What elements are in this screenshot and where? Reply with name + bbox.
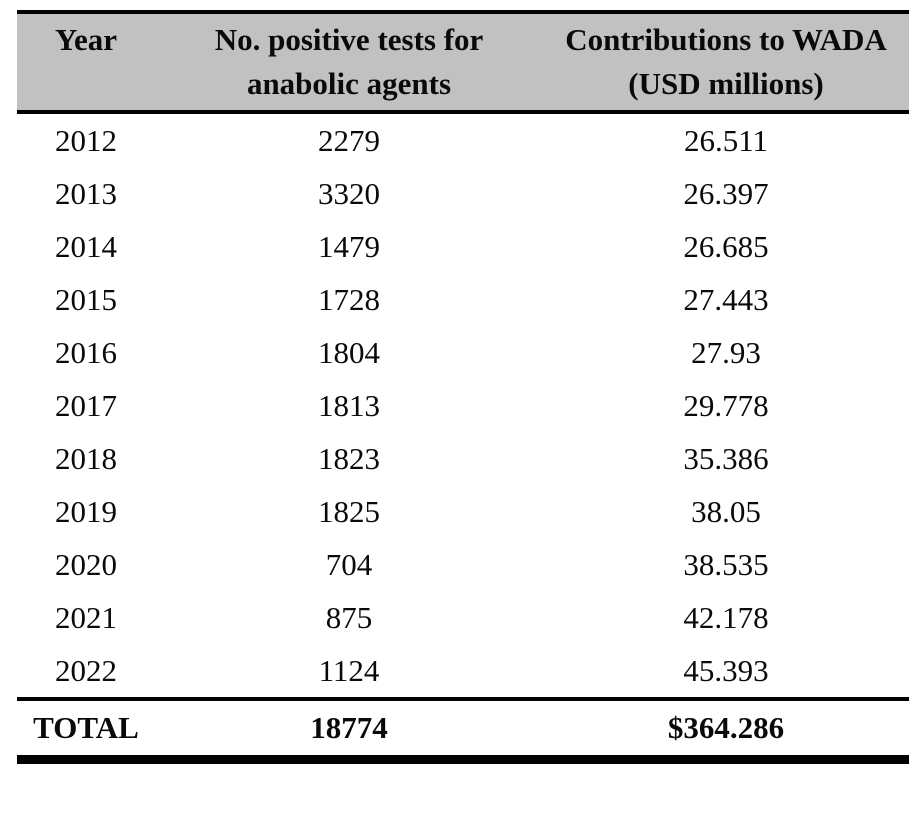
table-body: 2012 2279 26.511 2013 3320 26.397 2014 1…	[17, 112, 909, 699]
total-label-cell: TOTAL	[17, 697, 155, 760]
table-row: 2012 2279 26.511	[17, 112, 909, 167]
year-cell: 2012	[55, 122, 117, 158]
contribution-cell: 35.386	[683, 440, 769, 476]
wada-tests-table: Year No. positive tests for anabolic age…	[17, 10, 909, 764]
header-positive-tests-line1: No. positive tests for	[214, 22, 484, 57]
tests-cell: 1804	[318, 334, 380, 370]
year-cell: 2018	[55, 440, 117, 476]
tests-cell: 1813	[318, 387, 380, 423]
table-row: 2016 1804 27.93	[17, 326, 909, 379]
total-tests-cell: 18774	[155, 697, 543, 760]
tests-cell: 704	[325, 546, 373, 582]
total-row: TOTAL 18774 $364.286	[17, 697, 909, 760]
contribution-cell: 45.393	[683, 652, 769, 688]
table-row: 2015 1728 27.443	[17, 273, 909, 326]
tests-cell: 2279	[318, 122, 380, 158]
wada-tests-table-container: Year No. positive tests for anabolic age…	[17, 10, 909, 764]
tests-cell: 1825	[318, 493, 380, 529]
year-cell: 2021	[55, 599, 117, 635]
table-row: 2019 1825 38.05	[17, 485, 909, 538]
table-row: 2022 1124 45.393	[17, 644, 909, 699]
tests-cell: 3320	[318, 175, 380, 211]
contribution-cell: 27.443	[683, 281, 769, 317]
contribution-cell: 38.05	[691, 493, 761, 529]
tests-cell: 1479	[318, 228, 380, 264]
year-cell: 2019	[55, 493, 117, 529]
contribution-cell: 26.397	[683, 175, 769, 211]
table-row: 2018 1823 35.386	[17, 432, 909, 485]
year-cell: 2015	[55, 281, 117, 317]
contribution-cell: 26.685	[683, 228, 769, 264]
header-positive-tests: No. positive tests for anabolic agents	[155, 12, 543, 114]
total-contribution-cell: $364.286	[543, 697, 909, 760]
header-contributions-line1: Contributions to WADA	[565, 22, 887, 57]
contribution-cell: 26.511	[683, 122, 769, 158]
table-row: 2020 704 38.535	[17, 538, 909, 591]
tests-cell: 1124	[318, 652, 380, 688]
table-row: 2021 875 42.178	[17, 591, 909, 644]
header-contributions-line2: (USD millions)	[628, 66, 824, 101]
table-row: 2017 1813 29.778	[17, 379, 909, 432]
table-footer: TOTAL 18774 $364.286	[17, 697, 909, 760]
tests-cell: 875	[325, 599, 373, 635]
header-contributions: Contributions to WADA (USD millions)	[543, 12, 909, 114]
contribution-cell: 42.178	[683, 599, 769, 635]
year-cell: 2013	[55, 175, 117, 211]
header-positive-tests-line2: anabolic agents	[246, 66, 452, 101]
year-cell: 2014	[55, 228, 117, 264]
year-cell: 2017	[55, 387, 117, 423]
contribution-cell: 29.778	[683, 387, 769, 423]
table-row: 2014 1479 26.685	[17, 220, 909, 273]
tests-cell: 1728	[318, 281, 380, 317]
header-year-line1: Year	[55, 22, 117, 57]
year-cell: 2022	[55, 652, 117, 688]
year-cell: 2020	[55, 546, 117, 582]
header-year: Year	[17, 12, 155, 114]
contribution-cell: 38.535	[683, 546, 769, 582]
tests-cell: 1823	[318, 440, 380, 476]
table-row: 2013 3320 26.397	[17, 167, 909, 220]
table-header: Year No. positive tests for anabolic age…	[17, 12, 909, 114]
header-row: Year No. positive tests for anabolic age…	[17, 12, 909, 114]
year-cell: 2016	[55, 334, 117, 370]
contribution-cell: 27.93	[691, 334, 761, 370]
